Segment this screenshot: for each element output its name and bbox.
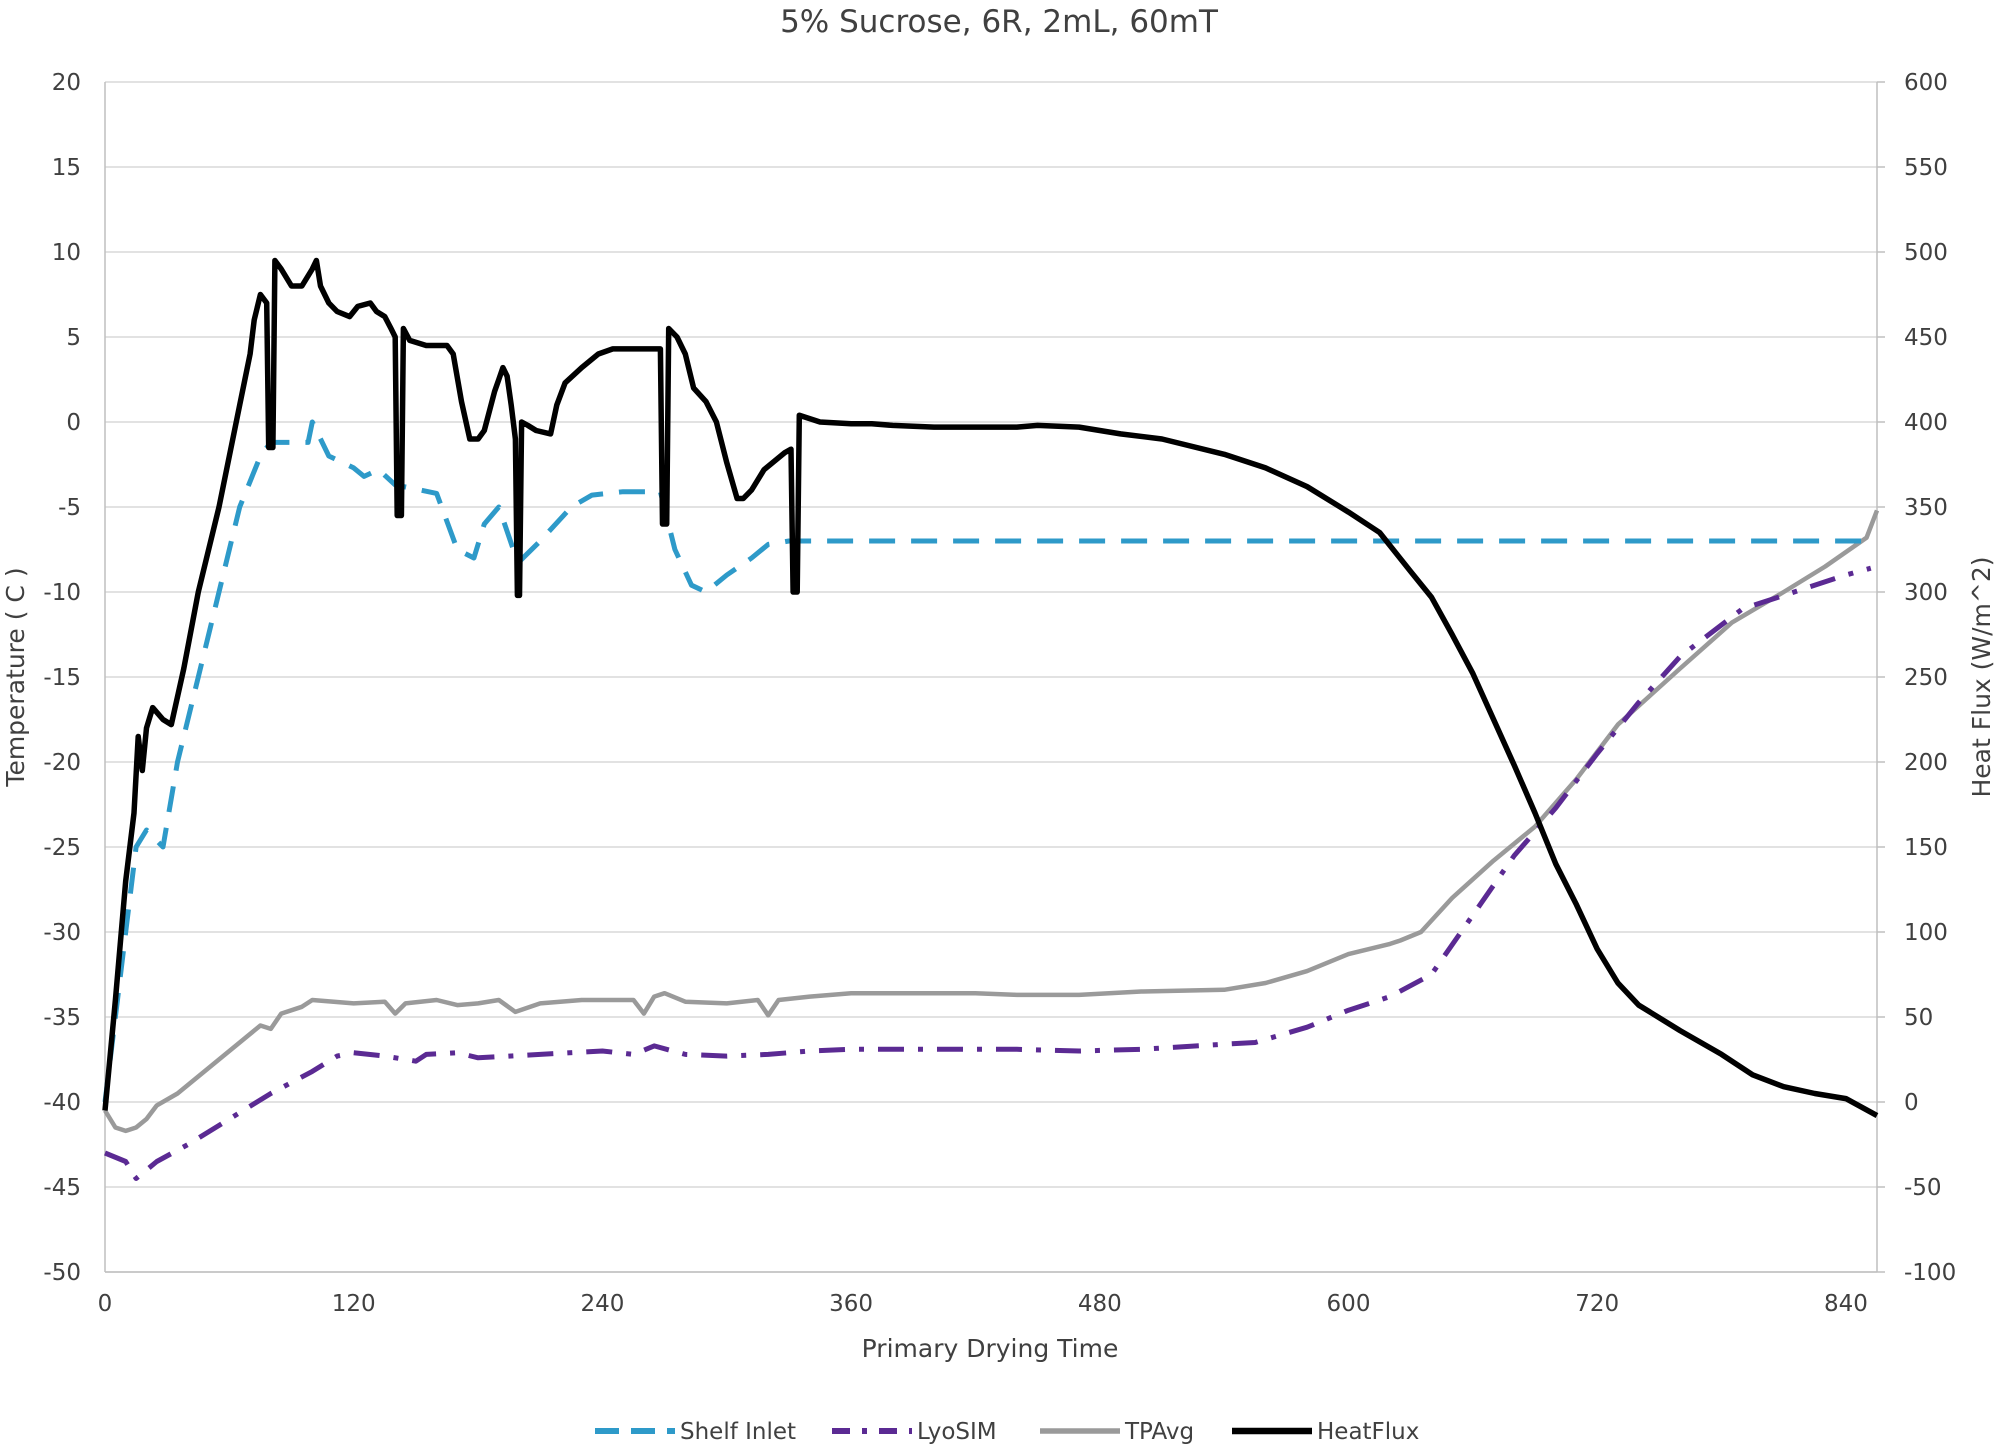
y2-axis-ticks: 600550500450400350300250200150100500-50-… [1877, 70, 1956, 1286]
y-tick-label: -20 [43, 750, 81, 776]
series-line-heatflux [102, 257, 1879, 1119]
y-tick-label: -25 [43, 835, 81, 861]
series-lines [102, 257, 1880, 1181]
y-tick-label: -40 [43, 1090, 81, 1116]
y2-axis-title: Heat Flux (W/m^2) [1967, 556, 1996, 797]
y2-tick-label: 150 [1904, 835, 1948, 861]
y2-tick-label: 200 [1904, 750, 1948, 776]
y2-tick-label: 400 [1904, 410, 1948, 436]
y2-tick-label: 600 [1904, 70, 1948, 96]
series-line-shelf-inlet [102, 419, 1877, 1103]
x-tick-label: 360 [829, 1291, 873, 1317]
x-axis-ticks: 0 120 240 360 480 600 720 840 [98, 1291, 1868, 1317]
y-axis-ticks: 20 15 10 5 0 -5 -10 -15 -20 -25 -30 -35 -40 -45 -50 [43, 70, 81, 1286]
y2-tick-label: -100 [1904, 1260, 1956, 1286]
chart-title: 5% Sucrose, 6R, 2mL, 60mT [780, 4, 1219, 40]
x-tick-label: 120 [332, 1291, 376, 1317]
legend-label: LyoSIM [917, 1419, 997, 1445]
y-tick-label: 15 [52, 155, 81, 181]
x-tick-label: 720 [1575, 1291, 1619, 1317]
series-line-tpavg [103, 509, 1880, 1134]
x-axis-title: Primary Drying Time [862, 1334, 1119, 1363]
y-tick-label: -50 [43, 1260, 81, 1286]
series-line-lyosim [104, 565, 1872, 1181]
x-tick-label: 600 [1327, 1291, 1371, 1317]
y2-tick-label: 450 [1904, 325, 1948, 351]
y-tick-label: -15 [43, 665, 81, 691]
legend-label: TPAvg [1124, 1419, 1194, 1445]
y-tick-label: 5 [66, 325, 81, 351]
legend-label: HeatFlux [1317, 1419, 1419, 1445]
y2-tick-label: 500 [1904, 240, 1948, 266]
y-tick-label: -35 [43, 1005, 81, 1031]
x-tick-label: 480 [1078, 1291, 1122, 1317]
y-tick-label: -10 [43, 580, 81, 606]
y-tick-label: 10 [52, 240, 81, 266]
y2-tick-label: 550 [1904, 155, 1948, 181]
x-tick-label: 0 [98, 1291, 113, 1317]
gridlines [105, 81, 1877, 1273]
y2-tick-label: 300 [1904, 580, 1948, 606]
y2-tick-label: 350 [1904, 495, 1948, 521]
y2-tick-label: 100 [1904, 920, 1948, 946]
y-tick-label: 0 [66, 410, 81, 436]
y-tick-label: -5 [58, 495, 81, 521]
y2-tick-label: -50 [1904, 1175, 1942, 1201]
y2-tick-label: 0 [1904, 1090, 1919, 1116]
y2-tick-label: 250 [1904, 665, 1948, 691]
y-tick-label: -30 [43, 920, 81, 946]
x-tick-label: 240 [580, 1291, 624, 1317]
x-tick-label: 840 [1824, 1291, 1868, 1317]
y-tick-label: 20 [52, 70, 81, 96]
y2-tick-label: 50 [1904, 1005, 1933, 1031]
legend: Shelf Inlet LyoSIM TPAvg HeatFlux [595, 1419, 1419, 1445]
legend-label: Shelf Inlet [680, 1419, 796, 1445]
y-axis-title: Temperature ( C ) [1, 567, 30, 787]
y-tick-label: -45 [43, 1175, 81, 1201]
